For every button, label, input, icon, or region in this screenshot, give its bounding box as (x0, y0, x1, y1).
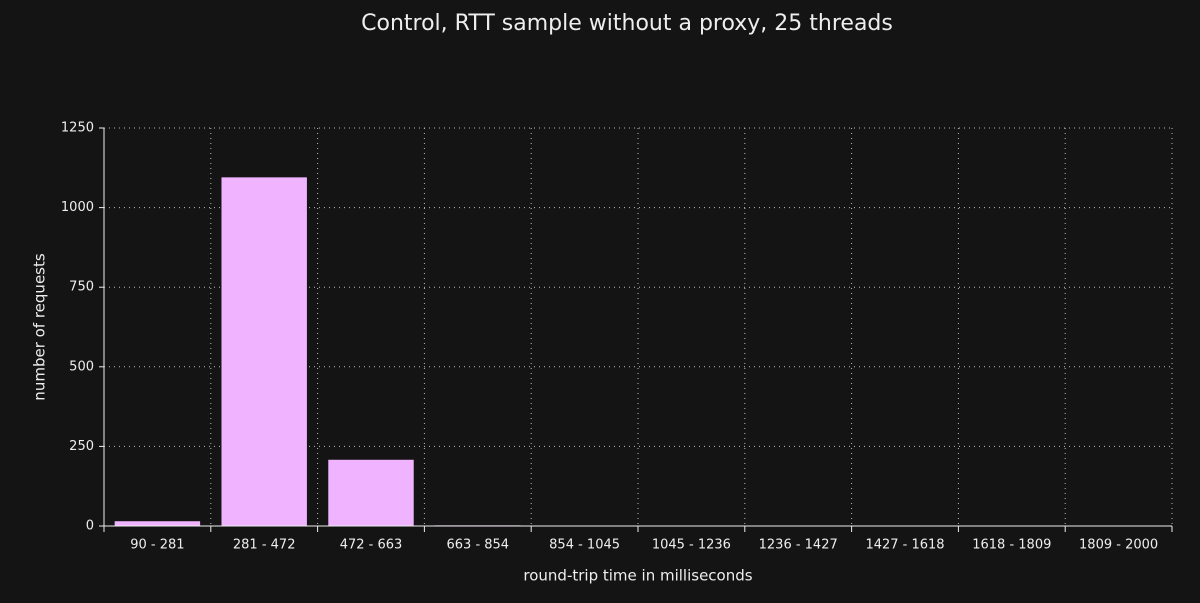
x-tick-label: 1809 - 2000 (1079, 538, 1158, 553)
bar (221, 177, 307, 527)
x-tick-label: 90 - 281 (130, 538, 184, 553)
x-axis-label: round-trip time in milliseconds (523, 567, 752, 585)
y-tick-label: 500 (69, 359, 94, 374)
y-axis-label: number of requests (31, 253, 49, 401)
x-tick-label: 1236 - 1427 (759, 538, 838, 553)
y-tick-label: 1000 (61, 200, 94, 215)
x-tick-label: 1045 - 1236 (652, 538, 731, 553)
chart-title: Control, RTT sample without a proxy, 25 … (361, 11, 893, 36)
x-tick-label: 854 - 1045 (549, 538, 620, 553)
bar (114, 521, 201, 526)
x-tick-label: 472 - 663 (340, 538, 403, 553)
x-tick-label: 663 - 854 (447, 538, 510, 553)
x-tick-label: 281 - 472 (233, 538, 296, 553)
x-tick-label: 1618 - 1809 (972, 538, 1051, 553)
y-tick-label: 250 (69, 439, 94, 454)
x-tick-label: 1427 - 1618 (865, 538, 944, 553)
bar (328, 459, 414, 526)
y-tick-label: 750 (69, 280, 94, 295)
y-tick-label: 0 (86, 519, 94, 534)
y-tick-label: 1250 (61, 121, 94, 136)
